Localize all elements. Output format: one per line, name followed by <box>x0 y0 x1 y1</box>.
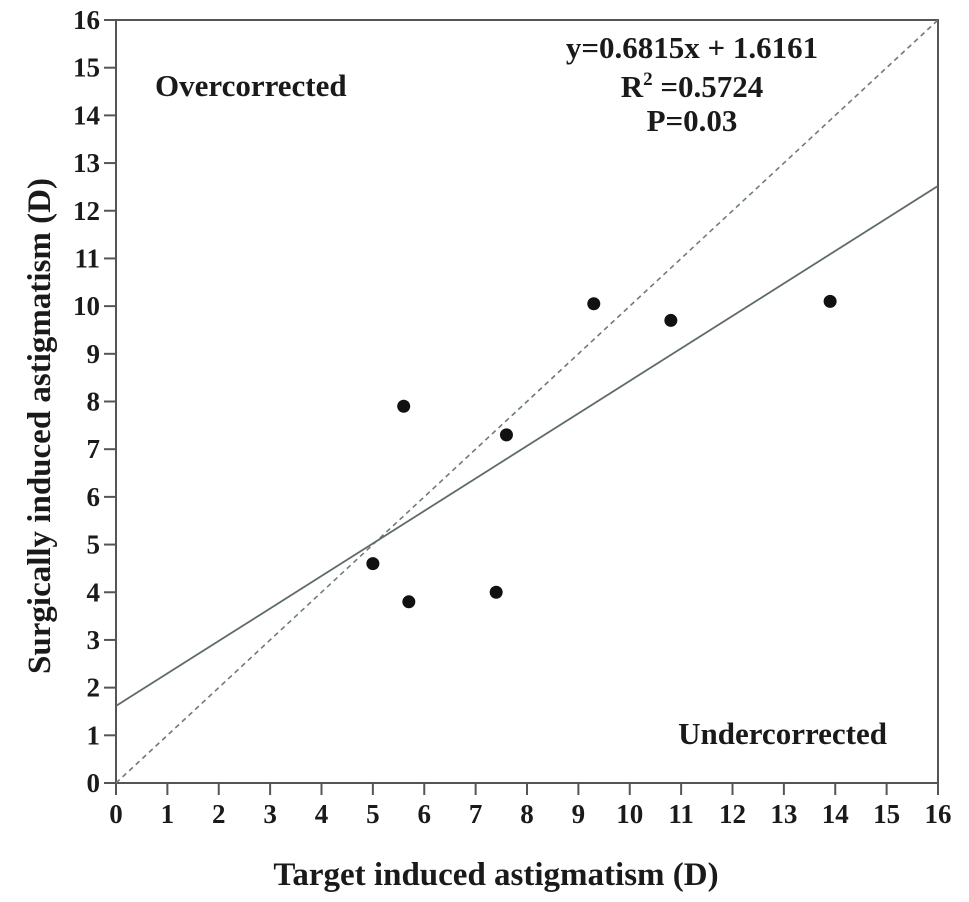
y-axis-title: Surgically induced astigmatism (D) <box>22 178 58 674</box>
y-tick-label: 16 <box>73 5 100 35</box>
x-tick-label: 15 <box>873 799 900 829</box>
y-tick-label: 14 <box>73 100 100 130</box>
x-tick-label: 11 <box>668 799 694 829</box>
data-point <box>587 297 601 311</box>
y-tick-label: 1 <box>87 720 101 750</box>
data-point <box>664 313 678 327</box>
p-value-label: P=0.03 <box>647 103 738 138</box>
data-point <box>397 399 411 413</box>
identity-line <box>116 20 938 783</box>
r-squared-label: R2 =0.5724 <box>621 69 764 104</box>
y-tick-label: 12 <box>73 196 100 226</box>
data-point <box>499 428 513 442</box>
y-tick-label: 6 <box>87 482 101 512</box>
data-point <box>366 557 380 571</box>
x-tick-label: 10 <box>616 799 643 829</box>
y-tick-label: 3 <box>87 625 101 655</box>
x-tick-label: 7 <box>469 799 483 829</box>
x-tick-label: 9 <box>572 799 586 829</box>
x-axis-title: Target induced astigmatism (D) <box>273 857 718 893</box>
y-tick-label: 0 <box>87 768 101 798</box>
x-tick-label: 0 <box>109 799 123 829</box>
x-tick-label: 13 <box>770 799 797 829</box>
y-tick-label: 5 <box>87 530 101 560</box>
x-tick-label: 5 <box>366 799 380 829</box>
x-tick-label: 3 <box>263 799 277 829</box>
plot-area: 0 1 2 3 4 5 6 7 8 9 10 11 12 13 14 15 160123456789101112… <box>73 5 952 829</box>
x-tick-label: 16 <box>925 799 952 829</box>
y-tick-label: 13 <box>73 148 100 178</box>
y-tick-label: 15 <box>73 53 100 83</box>
x-tick-label: 12 <box>719 799 746 829</box>
y-tick-label: 2 <box>87 673 101 703</box>
x-tick-label: 14 <box>822 799 849 829</box>
x-tick-label: 8 <box>520 799 534 829</box>
data-point <box>823 294 837 308</box>
x-tick-label: 6 <box>418 799 432 829</box>
y-tick-label: 7 <box>87 434 101 464</box>
y-tick-label: 8 <box>87 387 101 417</box>
y-tick-label: 4 <box>87 577 101 607</box>
data-point <box>489 585 503 599</box>
y-tick-label: 11 <box>74 243 100 273</box>
x-tick-label: 4 <box>315 799 329 829</box>
data-point <box>402 595 416 609</box>
x-tick-label: 2 <box>212 799 226 829</box>
y-tick-label: 9 <box>87 339 101 369</box>
x-tick-label: 1 <box>161 799 175 829</box>
undercorrected-label: Undercorrected <box>678 716 887 751</box>
y-tick-label: 10 <box>73 291 100 321</box>
overcorrected-label: Overcorrected <box>155 68 347 103</box>
regression-equation: y=0.6815x + 1.6161 <box>566 30 818 65</box>
regression-line <box>116 185 938 707</box>
